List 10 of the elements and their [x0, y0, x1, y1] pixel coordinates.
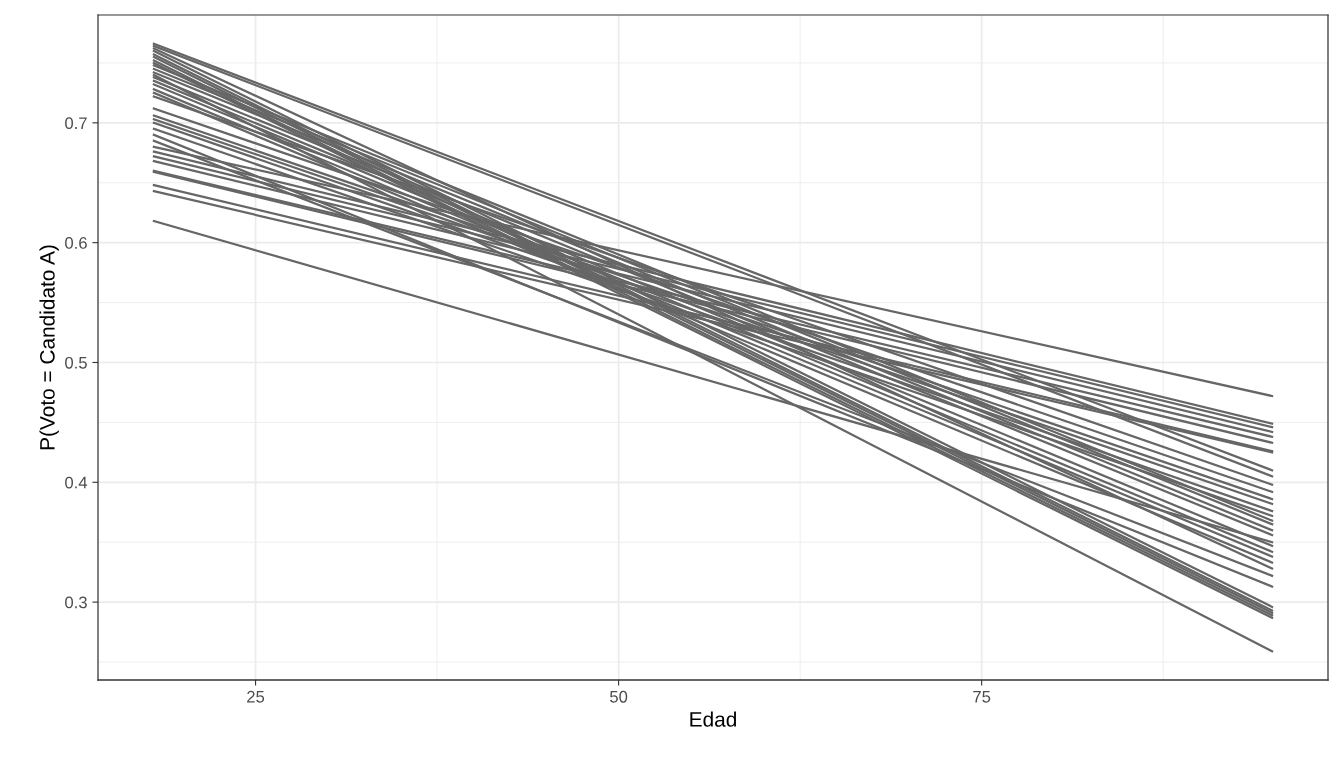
- y-tick-label: 0.3: [65, 596, 87, 609]
- y-tick-label: 0.4: [65, 476, 88, 489]
- y-tick-label: 0.6: [65, 237, 87, 249]
- x-tick-label: 50: [610, 690, 628, 703]
- y-axis-title: P(Voto = Candidato A): [39, 245, 59, 450]
- y-tick-label: 0.5: [65, 356, 87, 369]
- x-tick-label: 25: [247, 690, 265, 703]
- x-axis-title: Edad: [690, 711, 736, 727]
- x-tick-label: 75: [973, 691, 991, 703]
- y-tick-label: 0.7: [65, 117, 87, 130]
